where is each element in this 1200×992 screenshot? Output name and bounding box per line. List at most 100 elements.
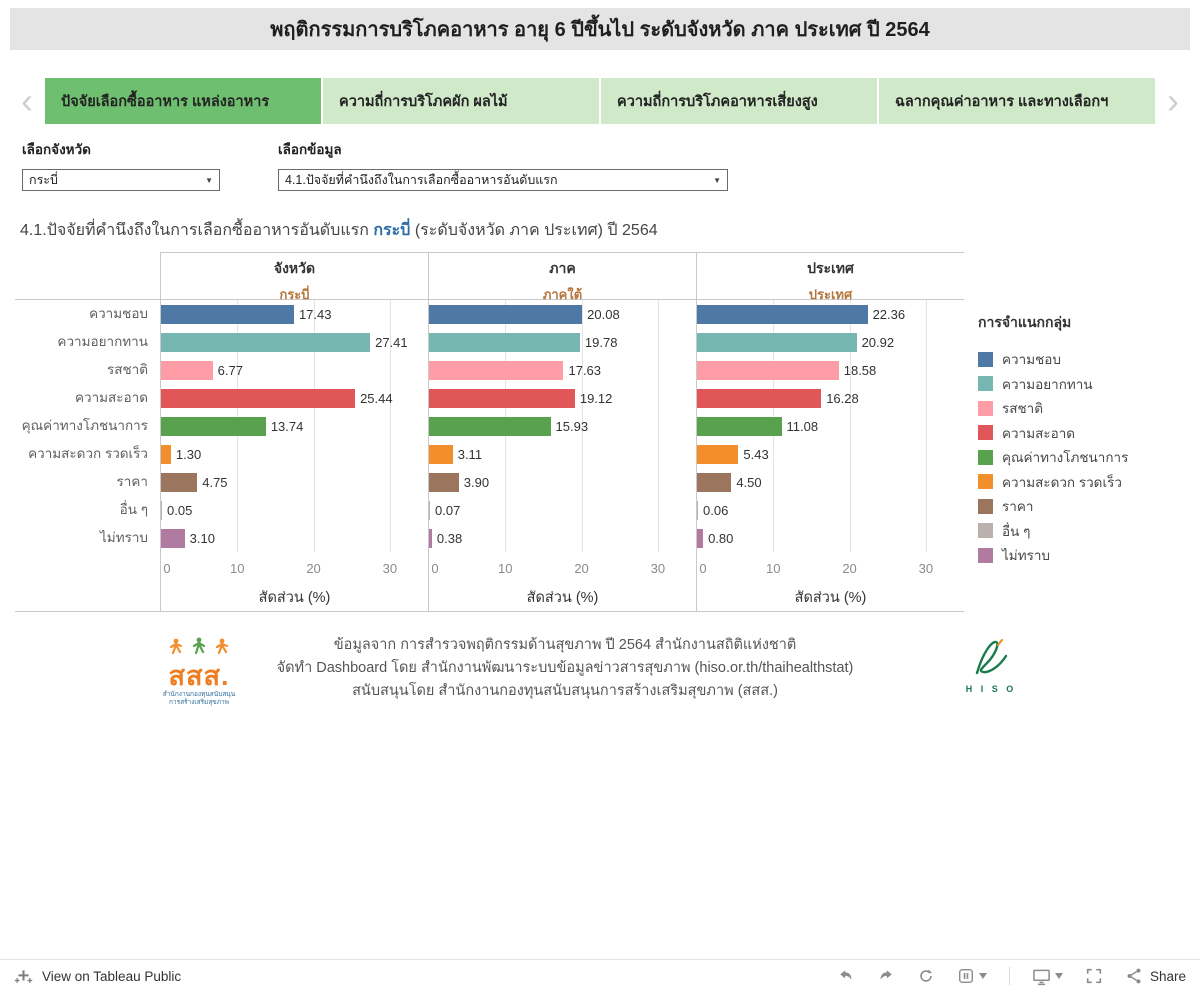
legend-item[interactable]: ไม่ทราบ xyxy=(978,543,1164,568)
bar[interactable] xyxy=(429,416,551,436)
province-filter-label: เลือกจังหวัด xyxy=(22,142,91,157)
share-button[interactable]: Share xyxy=(1125,967,1186,985)
bar-row: 20.92 xyxy=(697,328,964,356)
bar[interactable] xyxy=(697,500,698,520)
chart-title-province: กระบี่ xyxy=(373,222,411,239)
legend-item[interactable]: รสชาติ xyxy=(978,396,1164,421)
category-label: คุณค่าทางโภชนาการ xyxy=(21,418,148,433)
hiso-logo-text: H I S O xyxy=(965,684,1017,694)
bar[interactable] xyxy=(429,388,575,408)
bar-value-label: 3.90 xyxy=(463,474,490,490)
bar-value-label: 19.78 xyxy=(584,334,618,350)
category-label: อื่น ๆ xyxy=(119,502,148,517)
plot-area: 20.08 19.78 17.63 19.12 15.93 3.11 3.90 0.07 0.3… xyxy=(429,300,696,552)
tab-food-purchase-factors[interactable]: ปัจจัยเลือกซื้ออาหาร แหล่งอาหาร xyxy=(45,78,321,124)
tab-label: ความถี่การบริโภคอาหารเสี่ยงสูง xyxy=(617,93,818,110)
legend-swatch xyxy=(978,474,993,490)
bar-value-label: 25.44 xyxy=(360,390,393,406)
bar[interactable] xyxy=(429,500,430,520)
reset-button[interactable] xyxy=(917,967,935,985)
caret-down-icon: ▼ xyxy=(205,175,213,185)
bar[interactable] xyxy=(697,528,704,548)
panel-header: จังหวัด xyxy=(273,260,316,276)
legend-swatch xyxy=(978,547,993,563)
tab-veg-fruit-frequency[interactable]: ความถี่การบริโภคผัก ผลไม้ xyxy=(323,78,599,124)
bar-value-label: 11.08 xyxy=(786,418,819,434)
panel-header: ภาค xyxy=(549,260,576,276)
pause-auto-updates-button[interactable] xyxy=(957,967,987,985)
legend-label: ไม่ทราบ xyxy=(1002,548,1050,564)
bar-row: 16.28 xyxy=(697,384,964,412)
bar[interactable] xyxy=(697,444,739,464)
bar[interactable] xyxy=(161,472,198,492)
bar[interactable] xyxy=(161,360,213,380)
bar[interactable] xyxy=(161,444,171,464)
bar[interactable] xyxy=(429,528,432,548)
bar-row: 0.05 xyxy=(161,496,428,524)
bar[interactable] xyxy=(161,500,162,520)
bar-value-label: 1.30 xyxy=(175,446,202,462)
bar[interactable] xyxy=(429,304,583,324)
redo-icon xyxy=(880,970,892,980)
bar-value-label: 4.75 xyxy=(202,474,228,490)
bar[interactable] xyxy=(429,472,459,492)
legend-item[interactable]: อื่น ๆ xyxy=(978,519,1164,544)
undo-button[interactable] xyxy=(837,967,855,985)
bar[interactable] xyxy=(697,472,732,492)
bar-value-label: 15.93 xyxy=(555,418,589,434)
legend-item[interactable]: คุณค่าทางโภชนาการ xyxy=(978,445,1164,470)
tab-food-labels[interactable]: ฉลากคุณค่าอาหาร และทางเลือกฯ xyxy=(879,78,1155,124)
bar[interactable] xyxy=(161,304,294,324)
bar-row: 27.41 xyxy=(161,328,428,356)
chevron-right-icon[interactable]: › xyxy=(1167,80,1179,121)
x-axis: สัดส่วน (%) 0 10 20 30 xyxy=(161,552,428,612)
legend-item[interactable]: ความอยากทาน xyxy=(978,372,1164,397)
device-layout-button[interactable] xyxy=(1032,967,1063,986)
bar[interactable] xyxy=(697,416,782,436)
bar[interactable] xyxy=(161,416,266,436)
chart-panel: ประเทศ ประเทศ 22.36 20.92 18.58 16.28 11.08 5… xyxy=(696,252,964,612)
footer-line: จัดทำ Dashboard โดย สำนักงานพัฒนาระบบข้อ… xyxy=(276,660,854,676)
data-filter-label: เลือกข้อมูล xyxy=(278,142,342,157)
province-select[interactable]: กระบี่ ▼ xyxy=(22,169,220,191)
panel-subheader: ภาคใต้ xyxy=(542,287,583,302)
hiso-icon xyxy=(975,638,1008,675)
bar[interactable] xyxy=(429,360,564,380)
bar-value-label: 0.06 xyxy=(703,502,729,518)
legend-item[interactable]: ราคา xyxy=(978,494,1164,519)
bar[interactable] xyxy=(429,444,453,464)
view-on-tableau-link[interactable]: View on Tableau Public xyxy=(14,967,181,986)
legend-item[interactable]: ความชอบ xyxy=(978,347,1164,372)
bar-row: 1.30 xyxy=(161,440,428,468)
plot-area: 17.43 27.41 6.77 25.44 13.74 1.30 4.75 0.05 3.10 xyxy=(161,300,428,552)
fullscreen-button[interactable] xyxy=(1085,967,1103,985)
footer-line: ข้อมูลจาก การสำรวจพฤติกรรมด้านสุขภาพ ปี … xyxy=(333,637,797,653)
bar[interactable] xyxy=(697,304,868,324)
bar-row: 0.80 xyxy=(697,524,964,552)
bar[interactable] xyxy=(697,332,857,352)
legend-item[interactable]: ความสะอาด xyxy=(978,421,1164,446)
bar-value-label: 3.10 xyxy=(189,530,215,546)
bar-row: 3.90 xyxy=(429,468,696,496)
tab-risky-food-frequency[interactable]: ความถี่การบริโภคอาหารเสี่ยงสูง xyxy=(601,78,877,124)
chevron-left-icon[interactable]: ‹ xyxy=(21,80,33,121)
bar-chart: ความชอบ ความอยากทาน รสชาติ ความสะอาด คุณค่าท… xyxy=(15,252,1164,612)
legend-swatch xyxy=(978,351,993,367)
reset-icon xyxy=(920,969,933,982)
bar-value-label: 16.28 xyxy=(826,390,859,406)
category-label: ความสะดวก รวดเร็ว xyxy=(28,446,148,461)
data-select[interactable]: 4.1.ปัจจัยที่คำนึงถึงในการเลือกซื้ออาหาร… xyxy=(278,169,728,191)
bar[interactable] xyxy=(161,388,356,408)
redo-button[interactable] xyxy=(877,967,895,985)
sss-logo-text: สสส. xyxy=(168,661,230,691)
bar-row: 6.77 xyxy=(161,356,428,384)
x-axis-tick: 20 xyxy=(306,561,321,576)
bar[interactable] xyxy=(161,528,185,548)
bar[interactable] xyxy=(697,388,822,408)
legend-item[interactable]: ความสะดวก รวดเร็ว xyxy=(978,470,1164,495)
bar[interactable] xyxy=(161,332,371,352)
chart-title-suffix: (ระดับจังหวัด ภาค ประเทศ) ปี 2564 xyxy=(410,222,658,239)
bar-row: 25.44 xyxy=(161,384,428,412)
bar[interactable] xyxy=(697,360,839,380)
bar[interactable] xyxy=(429,332,580,352)
